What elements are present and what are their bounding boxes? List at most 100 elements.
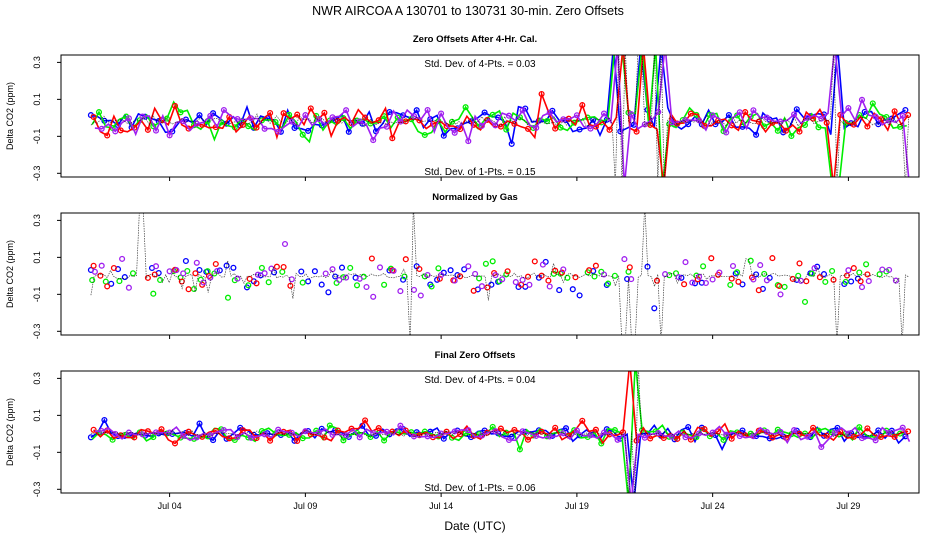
data-point (280, 263, 287, 271)
data-point (675, 274, 682, 281)
panel-1: Zero Offsets After 4-Hr. Cal. Std. Dev. … (5, 34, 920, 181)
data-point (546, 433, 553, 440)
data-point (702, 279, 709, 287)
data-point (872, 113, 879, 120)
data-point (91, 268, 98, 275)
data-point (739, 281, 746, 288)
data-point (503, 271, 510, 278)
data-point (655, 430, 662, 437)
y-tick-label: 0.3 (32, 214, 42, 227)
data-point (891, 108, 898, 115)
data-point (394, 114, 401, 121)
data-point (416, 265, 423, 273)
data-point (736, 433, 743, 440)
data-point (864, 271, 871, 278)
data-point (98, 125, 105, 132)
data-point (223, 262, 230, 269)
data-point (850, 121, 857, 128)
data-point (678, 274, 685, 281)
panel-1-y-axis: 0.3 0.1 -0.1 -0.3 (32, 56, 849, 181)
data-point (592, 262, 599, 269)
data-point (280, 110, 287, 117)
data-point (488, 281, 495, 288)
data-point (864, 425, 871, 432)
data-point (265, 279, 272, 286)
data-point (119, 255, 126, 262)
data-point (753, 271, 760, 278)
data-point (112, 128, 119, 135)
data-point (234, 115, 241, 123)
data-point (332, 273, 339, 280)
data-point (774, 127, 781, 134)
data-point (720, 436, 727, 443)
data-point (621, 201, 626, 206)
data-point (628, 111, 635, 118)
data-point (793, 106, 800, 113)
data-point (829, 267, 836, 275)
data-point (104, 283, 111, 290)
data-point (390, 267, 397, 274)
data-point (869, 100, 876, 107)
data-point (294, 437, 301, 445)
data-point (576, 126, 583, 133)
data-point (769, 434, 776, 441)
data-point (777, 428, 784, 435)
data-point (546, 283, 553, 290)
data-point (363, 283, 370, 291)
data-point (440, 435, 447, 442)
x-tick-label: Jul 24 (701, 501, 725, 511)
data-point (504, 268, 511, 275)
data-point (886, 266, 893, 273)
data-point (246, 275, 253, 282)
data-point (376, 264, 384, 271)
data-point (329, 266, 336, 273)
data-point (116, 278, 123, 285)
data-point (531, 258, 538, 265)
data-point (329, 431, 336, 438)
series-3-markers (90, 201, 871, 294)
data-point (687, 110, 694, 117)
data-point (465, 263, 472, 270)
data-point (569, 286, 576, 293)
data-point (728, 275, 735, 282)
data-point (421, 131, 428, 139)
data-point (207, 112, 214, 119)
data-point (899, 112, 906, 119)
data-point (782, 127, 790, 134)
data-point (864, 123, 871, 130)
data-point (558, 269, 566, 276)
data-point (545, 277, 552, 284)
series-4-line (94, 424, 911, 493)
data-point (804, 114, 811, 121)
data-point (193, 434, 200, 441)
data-point (489, 258, 496, 265)
data-point (633, 128, 640, 135)
data-point (489, 111, 496, 118)
data-point (481, 109, 488, 116)
data-point (811, 265, 818, 272)
panel-1-frame (60, 54, 920, 178)
data-point (298, 268, 305, 275)
data-point (288, 276, 295, 283)
data-point (492, 272, 499, 279)
data-point (166, 132, 173, 139)
panel-3-std-1pt: Std. Dev. of 1-Pts. = 0.06 (424, 483, 536, 494)
data-point (90, 262, 97, 269)
data-point (701, 426, 708, 433)
data-point (375, 425, 382, 432)
data-point (605, 280, 612, 287)
data-point (343, 274, 350, 281)
data-point (725, 111, 732, 119)
data-point (674, 435, 681, 442)
data-point (381, 281, 388, 288)
data-point (97, 272, 104, 279)
data-point (451, 129, 458, 136)
data-point (791, 111, 798, 118)
data-point (579, 417, 586, 424)
data-point (182, 257, 189, 265)
data-point (512, 279, 519, 286)
data-point (781, 283, 788, 290)
data-point (218, 426, 225, 433)
data-point (261, 270, 268, 277)
data-point (818, 443, 825, 451)
